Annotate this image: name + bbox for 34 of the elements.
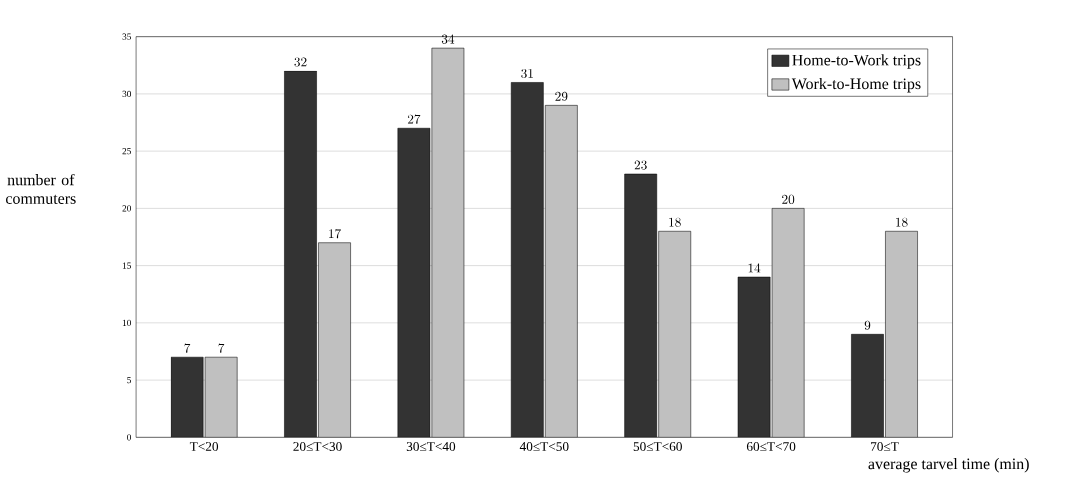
x-tick-label: 40≤T<50 (519, 442, 569, 451)
data-label: 7 (218, 343, 225, 353)
x-tick-label: 60≤T<70 (746, 442, 796, 451)
y-tick-label: 30 (122, 90, 132, 98)
x-tick-label: 50≤T<60 (633, 442, 682, 451)
data-label: 18 (896, 217, 908, 227)
y-tick-label: 10 (122, 319, 132, 326)
y-tick-label: 5 (127, 377, 132, 384)
y-tick-label: 0 (127, 434, 132, 441)
y-tick-label: 35 (122, 33, 132, 40)
legend-label: Work-to-Home trips (791, 77, 921, 93)
y-tick-label: 20 (122, 205, 132, 212)
data-label: 7 (184, 343, 191, 353)
data-label: 29 (555, 91, 568, 101)
data-label: 32 (294, 57, 307, 67)
y-tick-label: 15 (122, 262, 132, 269)
data-label: 27 (407, 114, 421, 124)
x-tick-label: 70≤T (871, 442, 899, 451)
y-axis-title: number of commuters (6, 173, 76, 204)
x-axis-title: average tarvel time (min) (868, 458, 1029, 473)
bar (431, 47, 465, 438)
x-tick-label: 20≤T<30 (293, 442, 342, 451)
data-label: 20 (782, 194, 795, 204)
data-label: 34 (441, 34, 455, 44)
data-label: 17 (329, 229, 341, 239)
x-tick-label: T<20 (189, 442, 219, 451)
y-tick-label: 25 (122, 148, 132, 155)
data-label: 23 (634, 160, 647, 170)
data-label: 14 (748, 263, 761, 273)
data-label: 9 (864, 320, 871, 330)
legend-label: Home-to-Work trips (792, 54, 921, 69)
data-label: 31 (521, 68, 533, 79)
data-label: 18 (669, 217, 681, 227)
x-tick-label: 30≤T<40 (406, 442, 456, 451)
